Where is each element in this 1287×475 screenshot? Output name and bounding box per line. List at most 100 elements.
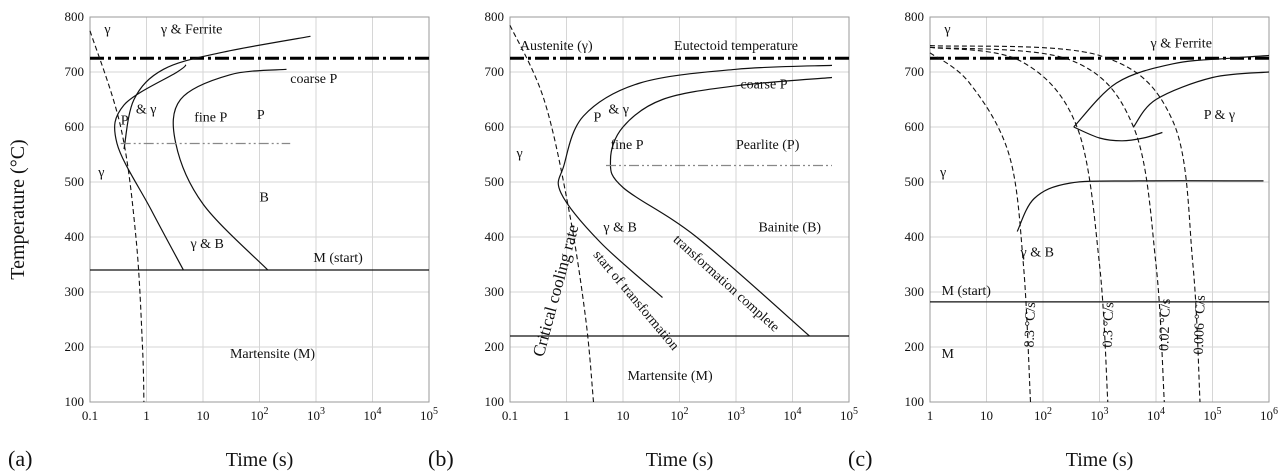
chart-annotation: & γ: [136, 102, 157, 117]
chart-annotation: Pearlite (P): [736, 138, 800, 153]
chart-annotation: γ: [943, 23, 950, 38]
y-tick-label: 400: [65, 229, 85, 244]
x-tick-label: 104: [784, 406, 802, 423]
chart-annotation: coarse P: [740, 78, 787, 93]
chart-annotation: γ: [515, 146, 522, 161]
chart-annotation: Austenite (γ): [520, 39, 593, 54]
chart-annotation: M (start): [942, 284, 992, 299]
y-tick-label: 500: [485, 174, 505, 189]
chart-annotation: transformation complete: [670, 232, 782, 335]
chart-annotation: P: [121, 113, 129, 128]
y-tick-label: 800: [65, 9, 85, 24]
y-tick-label: 400: [905, 229, 925, 244]
x-tick-label: 104: [364, 406, 382, 423]
y-tick-label: 200: [905, 339, 925, 354]
y-tick-label: 600: [485, 119, 505, 134]
y-tick-label: 700: [485, 64, 505, 79]
chart-annotation: P: [593, 111, 601, 126]
y-tick-label: 500: [905, 174, 925, 189]
y-tick-label: 300: [905, 284, 925, 299]
y-tick-label: 500: [65, 174, 85, 189]
y-axis-title: Temperature (°C): [7, 139, 29, 279]
chart-annotation: γ & B: [602, 221, 636, 236]
chart-annotation: P: [257, 108, 265, 123]
chart-annotation: 8.3 °C/s: [1022, 302, 1039, 348]
series-line-8: [929, 46, 1109, 403]
panel-1: 100 200 300 400 500 600 700 800 0.1 1 10 102 103 104 1…: [7, 9, 438, 471]
plot-frame: [509, 16, 850, 403]
x-tick-label: 102: [671, 406, 689, 423]
chart-annotation: γ & Ferrite: [1150, 36, 1212, 51]
plot-frame: [929, 16, 1270, 403]
series-line-10: [929, 45, 1201, 403]
chart-annotation: M (start): [313, 251, 363, 266]
panel-label: (a): [8, 446, 32, 471]
x-tick-label: 0.1: [82, 408, 98, 423]
chart-annotation: 0.006 °C/s: [1192, 295, 1209, 355]
x-tick-label: 103: [307, 406, 325, 423]
x-axis-title: Time (s): [226, 449, 294, 471]
series-line-3: [114, 64, 187, 271]
x-axis-title: Time (s): [646, 449, 714, 471]
series-line-7: [89, 30, 145, 403]
series-line-9: [929, 46, 1165, 403]
x-axis-title: Time (s): [1066, 449, 1134, 471]
y-tick-label: 200: [65, 339, 85, 354]
chart-annotation: γ: [939, 166, 946, 181]
y-tick-label: 800: [905, 9, 925, 24]
y-tick-label: 300: [65, 284, 85, 299]
x-tick-label: 106: [1260, 406, 1278, 423]
chart-annotation: & γ: [608, 102, 629, 117]
panel-label: (b): [428, 446, 454, 471]
x-tick-label: 105: [1204, 406, 1222, 423]
chart-annotation: γ & Ferrite: [160, 23, 222, 38]
plot-frame: [89, 16, 430, 403]
x-tick-label: 10: [617, 408, 630, 423]
y-tick-label: 400: [485, 229, 505, 244]
x-tick-label: 102: [1034, 406, 1052, 423]
series-line-2: [1073, 54, 1270, 128]
x-tick-label: 0.1: [502, 408, 518, 423]
series-line-5: [1016, 180, 1264, 232]
chart-annotation: 0.3 °C/s: [1101, 302, 1118, 348]
series-line-6: [509, 25, 595, 403]
x-tick-label: 103: [727, 406, 745, 423]
chart-annotation: fine P: [194, 111, 227, 126]
x-tick-label: 1: [143, 408, 150, 423]
y-tick-label: 100: [905, 394, 925, 409]
series-line-4: [1073, 126, 1163, 142]
y-tick-label: 600: [65, 119, 85, 134]
y-tick-label: 600: [905, 119, 925, 134]
x-tick-label: 1: [927, 408, 934, 423]
x-tick-label: 104: [1147, 406, 1165, 423]
y-tick-label: 700: [65, 64, 85, 79]
x-tick-label: 10: [197, 408, 210, 423]
series-line-3: [609, 76, 833, 337]
x-tick-label: 1: [563, 408, 570, 423]
chart-annotation: start of transformation: [590, 248, 682, 354]
chart-annotation: Martensite (M): [627, 369, 712, 384]
y-tick-label: 100: [485, 394, 505, 409]
x-tick-label: 102: [251, 406, 269, 423]
x-tick-label: 105: [840, 406, 858, 423]
chart-annotation: 0.02 °C/s: [1157, 298, 1174, 351]
series-line-7: [929, 52, 1032, 403]
chart-annotation: Martensite (M): [230, 347, 315, 362]
chart-annotation: Critical cooling rate: [529, 222, 583, 358]
x-tick-label: 105: [420, 406, 438, 423]
chart-annotation: coarse P: [290, 72, 337, 87]
x-tick-label: 10: [980, 408, 993, 423]
panel-3: 100 200 300 400 500 600 700 800 1 10 102 103 104 105 1…: [848, 9, 1278, 471]
chart-annotation: γ: [103, 23, 110, 38]
panel-label: (c): [848, 446, 872, 471]
y-tick-label: 300: [485, 284, 505, 299]
chart-annotation: γ & B: [1020, 245, 1054, 260]
x-tick-label: 103: [1091, 406, 1109, 423]
chart-annotation: P & γ: [1204, 108, 1235, 123]
chart-annotation: Bainite (B): [758, 221, 821, 236]
chart-annotation: γ: [97, 166, 104, 181]
panel-2: 100 200 300 400 500 600 700 800 0.1 1 10 102 103 104 1…: [428, 9, 858, 471]
series-line-4: [172, 68, 287, 271]
chart-annotation: γ & B: [189, 237, 223, 252]
series-line-2: [557, 64, 833, 298]
